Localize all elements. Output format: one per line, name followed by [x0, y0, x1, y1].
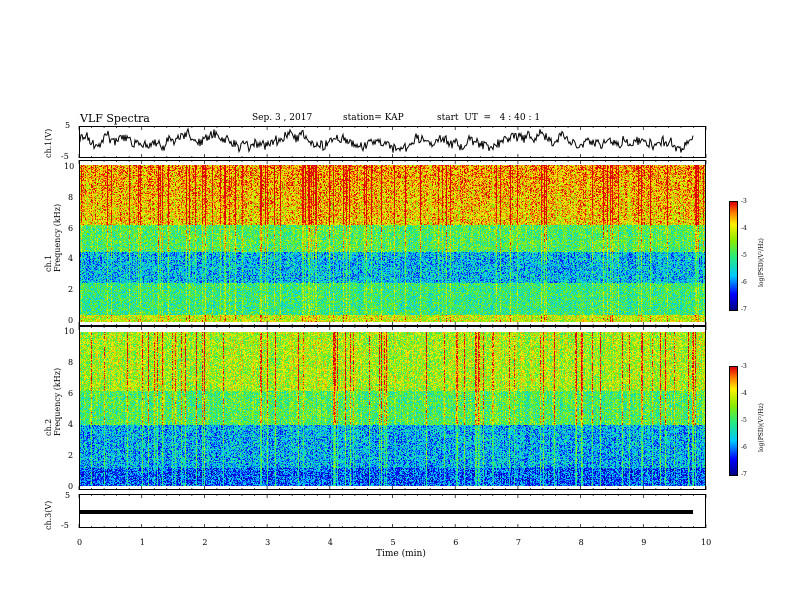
y-tick-label: 6 — [68, 223, 74, 233]
x-tick-label: 8 — [578, 538, 584, 547]
y-tick-label: 6 — [68, 389, 74, 398]
ch1-colorbar-frame — [729, 201, 738, 311]
colorbar-tick-label: -5 — [741, 252, 747, 259]
x-tick-label: 9 — [641, 538, 647, 547]
y-tick-label: 2 — [68, 285, 74, 295]
y-tick-label: 0 — [68, 316, 74, 325]
colorbar-tick-label: -4 — [741, 390, 747, 397]
y-tick-label: 0 — [68, 482, 74, 491]
colorbar-tick-label: -5 — [741, 417, 747, 424]
ch1-ytick-top: 5 — [65, 121, 71, 130]
ch1-spectrogram — [79, 165, 706, 322]
x-tick-label: 1 — [139, 538, 145, 547]
ch3-ytick-top: 5 — [65, 491, 71, 500]
x-tick-label: 10 — [701, 538, 712, 547]
x-tick-label: 0 — [77, 538, 83, 547]
colorbar-tick-label: -3 — [741, 198, 747, 205]
ch2-colorbar-frame — [729, 366, 738, 476]
x-tick-label: 2 — [202, 538, 208, 547]
ch3-ytick-bottom: -5 — [61, 521, 69, 530]
x-tick-label: 5 — [390, 538, 396, 547]
colorbar-tick-label: -6 — [741, 279, 747, 286]
x-tick-label: 3 — [265, 538, 271, 547]
ch3-waveform-plot — [79, 510, 693, 514]
ch1-ytick-bottom: -5 — [61, 152, 69, 161]
y-tick-label: 4 — [68, 254, 74, 264]
start-time-label: start UT = 4 : 40 : 1 — [437, 113, 541, 123]
figure-title: VLF Spectra — [80, 112, 150, 125]
y-tick-label: 10 — [64, 162, 75, 171]
x-axis-label: Time (min) — [376, 549, 426, 559]
colorbar-tick-label: -7 — [741, 306, 747, 313]
ch1-colorbar-label: log(PSD)(V²/Hz) — [758, 238, 765, 287]
y-tick-label: 8 — [68, 358, 74, 367]
y-tick-label: 4 — [68, 420, 74, 429]
ch2-colorbar-label: log(PSD)(V²/Hz) — [758, 403, 765, 452]
ch1-colorbar — [730, 202, 737, 310]
colorbar-tick-label: -7 — [741, 471, 747, 478]
y-tick-label: 8 — [68, 192, 74, 202]
x-tick-label: 4 — [327, 538, 333, 547]
ch1-waveform-plot — [79, 127, 694, 154]
station-label: station= KAP — [343, 113, 404, 123]
x-tick-label: 7 — [515, 538, 521, 547]
ch2-spectrogram — [79, 332, 706, 486]
colorbar-tick-label: -4 — [741, 225, 747, 232]
colorbar-tick-label: -3 — [741, 363, 747, 370]
ch2-colorbar — [730, 367, 737, 475]
y-tick-label: 10 — [64, 327, 75, 336]
y-tick-label: 2 — [68, 451, 74, 460]
x-tick-label: 6 — [453, 538, 459, 547]
colorbar-tick-label: -6 — [741, 444, 747, 451]
date-label: Sep. 3 , 2017 — [252, 113, 313, 123]
waveform-trace — [79, 127, 694, 154]
